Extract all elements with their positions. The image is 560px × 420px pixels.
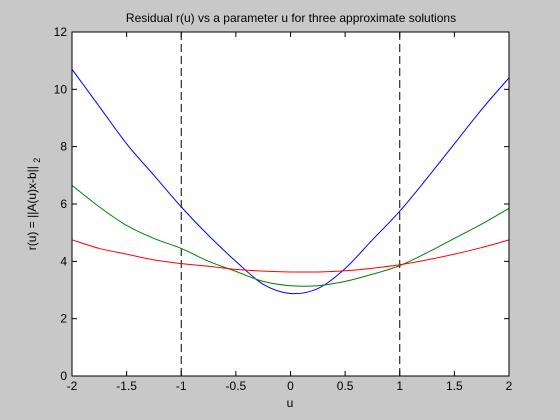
x-tick-label: -1.5 (116, 379, 137, 393)
y-axis-label-main: r(u) = ||A(u)x-b|| (25, 166, 39, 250)
x-tick-label: 2 (506, 379, 513, 393)
y-tick-label: 0 (60, 369, 67, 383)
x-tick-label: 1.5 (446, 379, 463, 393)
y-tick-label: 10 (54, 82, 68, 96)
ticks-group: -2 -1.5 -1 -0.5 0 0.5 1 1.5 2 0 2 4 6 8 10 12 (54, 25, 513, 393)
series-line-2 (71, 184, 510, 287)
y-tick-label: 4 (60, 254, 67, 268)
y-tick-label: 2 (60, 312, 67, 326)
plot-area (72, 32, 509, 376)
x-axis-label: u (287, 396, 294, 410)
x-tick-label: 0 (287, 379, 294, 393)
y-axis-label-subscript: 2 (32, 158, 42, 163)
series-line-1 (71, 68, 510, 295)
x-tick-label: -1 (176, 379, 187, 393)
x-tick-label: -2 (67, 379, 78, 393)
series-line-3 (71, 239, 510, 273)
x-tick-label: 1 (396, 379, 403, 393)
y-tick-label: 8 (60, 140, 67, 154)
series-group (71, 68, 510, 295)
x-tick-label: 0.5 (337, 379, 354, 393)
chart-title: Residual r(u) vs a parameter u for three… (126, 11, 456, 25)
y-tick-label: 12 (54, 25, 68, 39)
reference-lines (180, 32, 401, 376)
y-axis-label: r(u) = ||A(u)x-b|| 2 (25, 158, 42, 251)
y-tick-label: 6 (60, 197, 67, 211)
x-tick-label: -0.5 (226, 379, 247, 393)
